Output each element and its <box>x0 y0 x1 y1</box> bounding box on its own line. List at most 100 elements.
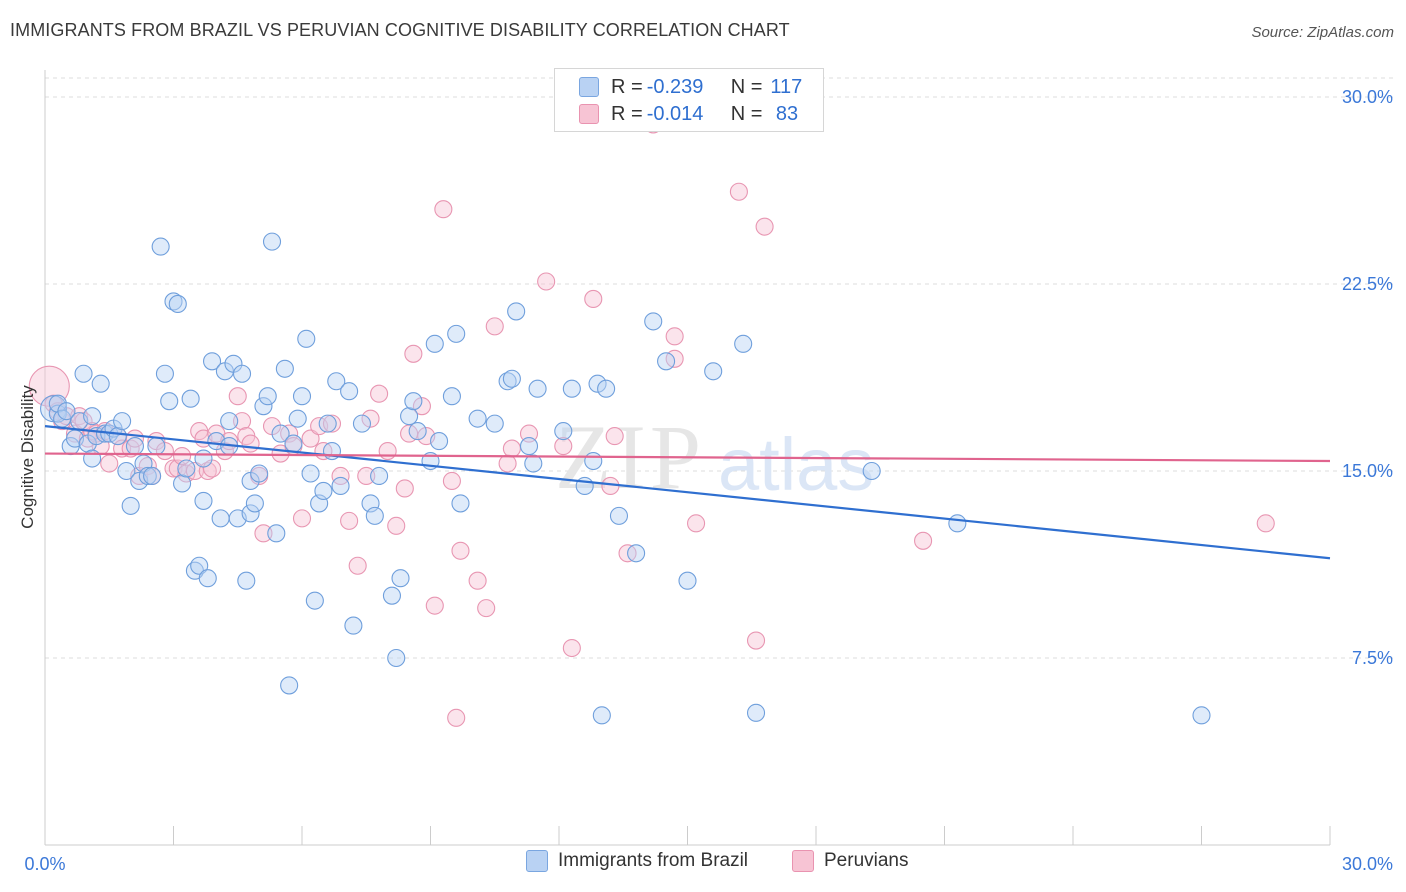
brazil-point <box>284 434 303 453</box>
brazil-point <box>408 422 427 441</box>
brazil-point <box>387 648 406 668</box>
y-tick-label: 15.0% <box>1342 461 1393 481</box>
brazil-point <box>597 379 616 398</box>
y-axis-label: Cognitive Disability <box>18 385 37 529</box>
brazil-point <box>430 432 449 451</box>
brazil-point <box>340 382 359 401</box>
brazil-point <box>404 392 423 411</box>
brazil-point <box>267 524 286 543</box>
peruvians-point <box>584 289 603 309</box>
brazil-point <box>734 334 753 353</box>
brazil-point <box>305 591 324 610</box>
peruvians-point <box>665 327 684 346</box>
brazil-point <box>177 459 196 478</box>
peruvians-point <box>468 571 487 590</box>
peruvians-point <box>442 471 461 491</box>
brazil-point <box>400 407 419 426</box>
series-legend: Immigrants from Brazil Peruvians <box>0 850 1406 878</box>
brazil-swatch <box>526 850 548 872</box>
brazil-point <box>168 294 187 313</box>
peruvians-point <box>357 466 376 486</box>
peruvians-point <box>451 541 470 560</box>
peruvians-point <box>425 596 444 615</box>
brazil-point <box>121 496 140 515</box>
peruvians-point <box>1256 514 1275 533</box>
y-tick-label: 30.0% <box>1342 87 1393 107</box>
brazil-point <box>237 571 256 590</box>
legend-item-brazil[interactable]: Immigrants from Brazil <box>526 850 748 872</box>
brazil-point <box>241 504 260 523</box>
peruvians-point <box>502 439 521 458</box>
brazil-point <box>314 481 333 500</box>
brazil-point <box>151 237 170 256</box>
brazil-point <box>425 334 444 353</box>
peruvians-point <box>537 272 556 291</box>
brazil-point <box>113 412 132 431</box>
brazil-point <box>108 427 127 446</box>
peruvians-point <box>914 531 933 550</box>
tick-labels: 7.5% 15.0% 22.5% 30.0% 0.0% 30.0% <box>24 87 1393 874</box>
peruvians-point <box>395 479 414 498</box>
n-value: 83 <box>770 102 799 125</box>
brazil-point <box>502 369 521 388</box>
brazil-point <box>485 414 504 433</box>
r-value: -0.239 <box>646 75 704 98</box>
brazil-point <box>327 372 346 391</box>
brazil-point <box>391 569 410 588</box>
brazil-point <box>301 464 320 483</box>
brazil-point <box>862 461 881 481</box>
brazil-point <box>155 364 174 383</box>
brazil-point <box>592 706 611 725</box>
peruvians-point <box>301 429 320 448</box>
chart-title: IMMIGRANTS FROM BRAZIL VS PERUVIAN COGNI… <box>10 20 790 40</box>
stats-row-brazil: R = -0.239 N = 117 <box>579 73 802 101</box>
peruvians-point <box>755 217 774 236</box>
brazil-point <box>562 379 581 398</box>
brazil-point <box>451 494 470 513</box>
peruvians-point <box>485 317 504 336</box>
brazil-point <box>442 387 461 406</box>
peruvians-point <box>331 466 350 486</box>
y-tick-label: 22.5% <box>1342 274 1393 294</box>
brazil-point <box>318 414 337 433</box>
r-value: -0.014 <box>646 102 704 125</box>
peruvians-point <box>254 524 273 543</box>
stats-legend: R = -0.239 N = 117 R = -0.014 N = 83 <box>554 68 824 132</box>
brazil-point <box>117 461 136 481</box>
peruvians-point <box>498 454 517 473</box>
peruvians-point <box>562 638 581 658</box>
peruvians-trend-line <box>44 452 1331 463</box>
brazil-point <box>254 397 273 416</box>
brazil-point <box>190 556 209 575</box>
brazil-point <box>627 544 646 563</box>
peruvians-point <box>729 182 748 201</box>
peruvians-point <box>228 387 247 406</box>
brazil-point <box>83 407 102 426</box>
brazil-point <box>203 352 222 371</box>
brazil-point <box>524 454 543 473</box>
brazil-point <box>468 409 487 428</box>
brazil-point <box>262 232 282 251</box>
brazil-point <box>220 412 239 431</box>
brazil-point <box>271 424 290 443</box>
peruvians-point <box>348 556 367 575</box>
brazil-point <box>275 359 294 378</box>
x-tick-label: 30.0% <box>1342 854 1393 874</box>
brazil-point <box>331 476 350 496</box>
r-label: R = <box>611 102 643 125</box>
legend-item-peruvians[interactable]: Peruvians <box>792 850 909 872</box>
peruvians-swatch <box>579 104 599 124</box>
brazil-point <box>198 569 217 588</box>
n-value: 117 <box>770 75 803 98</box>
brazil-point <box>704 362 723 381</box>
brazil-point <box>297 329 316 348</box>
peruvians-point <box>519 424 539 443</box>
brazil-point <box>40 395 68 423</box>
brazil-point <box>74 364 93 383</box>
y-tick-label: 7.5% <box>1352 648 1393 668</box>
r-label: R = <box>611 75 643 98</box>
peruvians-point <box>605 427 624 446</box>
peruvians-point <box>447 708 466 727</box>
peruvians-point <box>746 631 766 650</box>
